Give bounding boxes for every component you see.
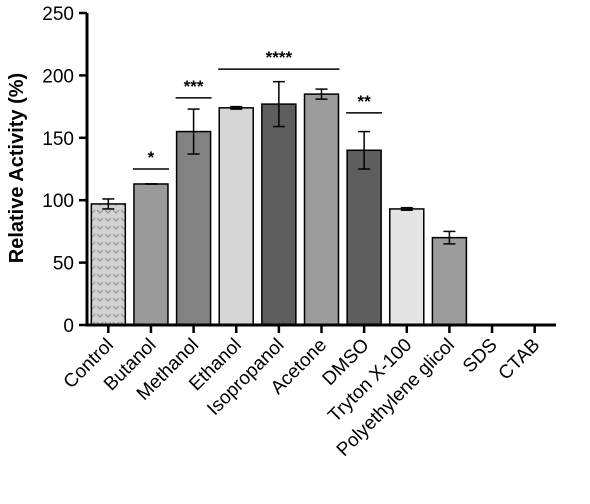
significance-label: * xyxy=(148,148,155,167)
bar xyxy=(175,130,212,326)
y-tick-label: 250 xyxy=(42,4,74,25)
bar xyxy=(90,203,127,326)
bar xyxy=(261,103,297,326)
bar xyxy=(389,208,425,326)
bar xyxy=(218,107,254,326)
significance-label: ** xyxy=(358,92,372,111)
y-tick-label: 200 xyxy=(42,66,74,87)
y-axis-label: Relative Activity (%) xyxy=(6,73,28,263)
significance-label: **** xyxy=(266,48,293,67)
bar xyxy=(133,183,169,326)
bar xyxy=(431,236,468,326)
significance-label: *** xyxy=(184,77,204,96)
bar xyxy=(303,93,340,326)
plot-area: **********050100150200250ControlButanolM… xyxy=(42,4,556,461)
y-tick-label: 100 xyxy=(42,191,74,212)
bar xyxy=(346,149,382,326)
y-tick-label: 0 xyxy=(63,316,74,337)
y-tick-label: 50 xyxy=(53,254,74,275)
y-tick-label: 150 xyxy=(42,129,74,150)
x-tick-label: CTAB xyxy=(495,335,545,385)
